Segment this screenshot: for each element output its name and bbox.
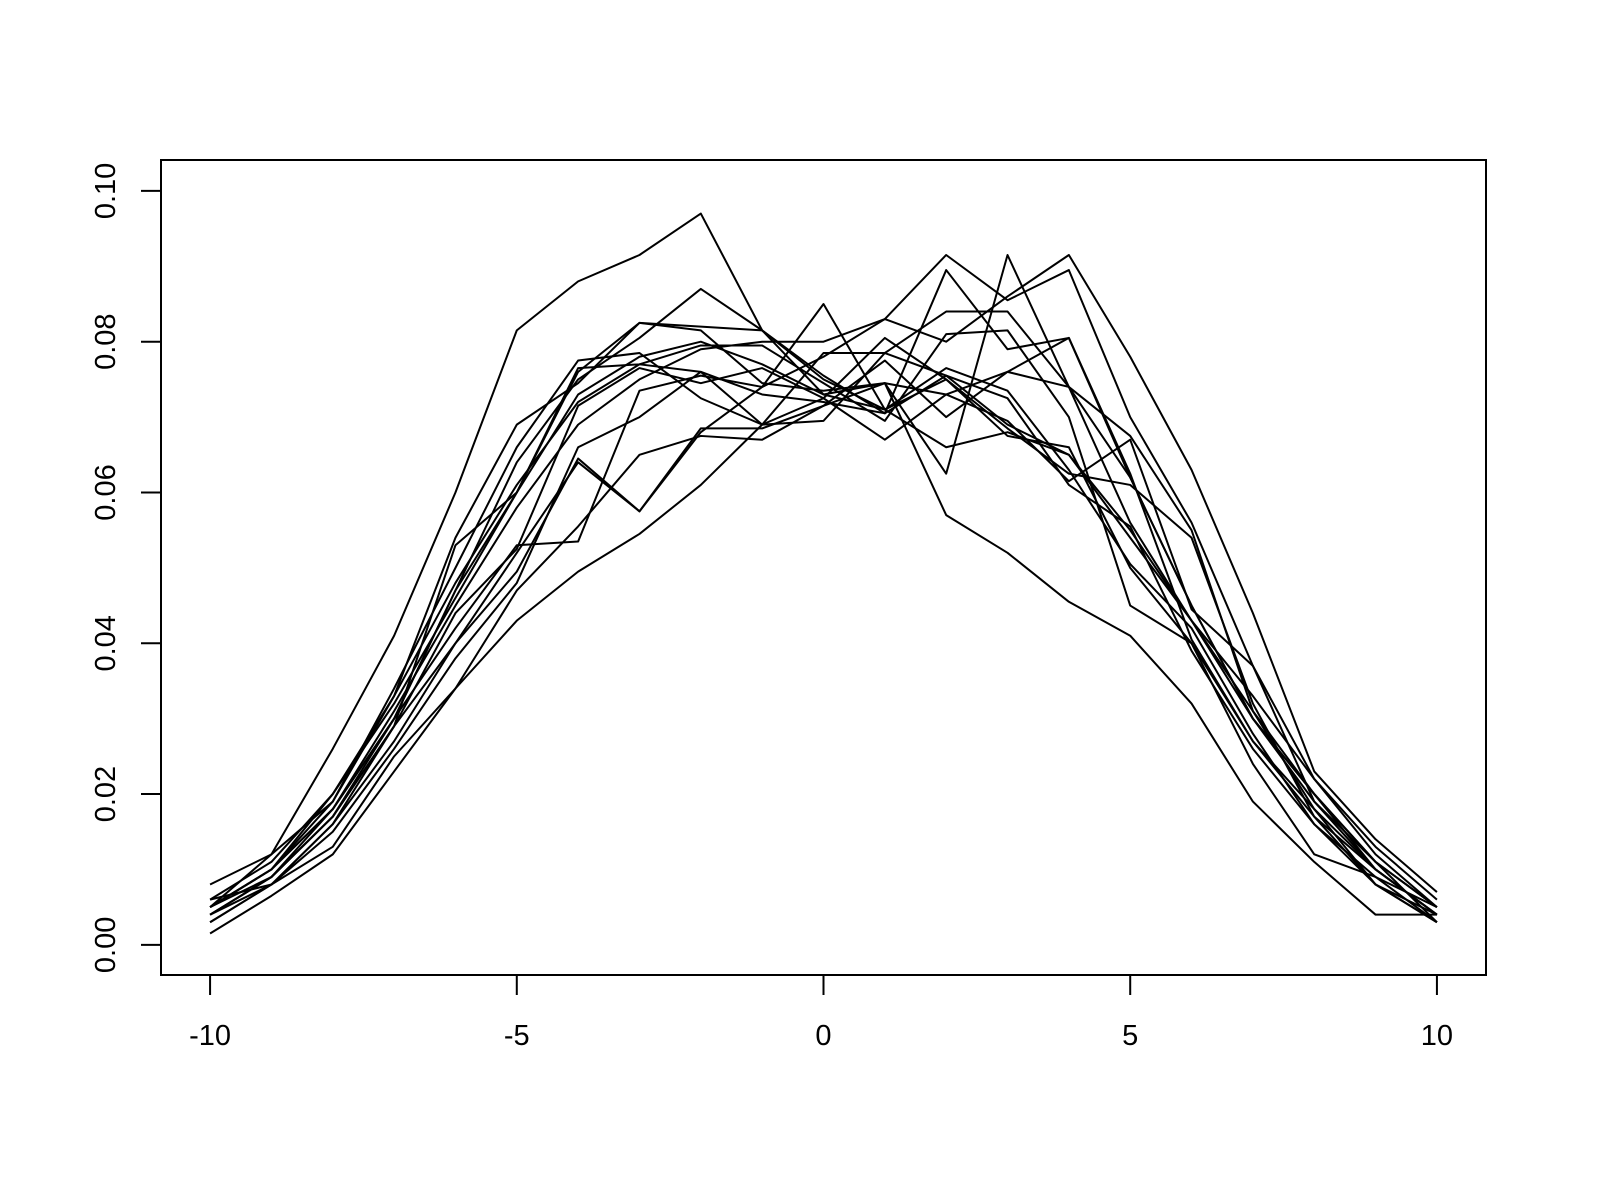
- series-line: [209, 269, 1438, 908]
- series-line: [209, 321, 1438, 924]
- y-tick-label: 0.06: [90, 464, 122, 520]
- series-line: [209, 340, 1437, 916]
- series-line: [209, 336, 1438, 924]
- series-line: [209, 212, 1438, 908]
- x-tick-label: -5: [504, 1020, 530, 1052]
- y-tick-label: 0.00: [90, 917, 122, 973]
- series-line: [209, 253, 1438, 924]
- plot-box: [160, 159, 1487, 976]
- series-line: [209, 352, 1438, 924]
- y-tick-label: 0.08: [90, 313, 122, 369]
- series-line: [209, 287, 1438, 916]
- x-tick-label: 5: [1122, 1020, 1138, 1052]
- y-tick-label: 0.02: [90, 766, 122, 822]
- series-line: [209, 329, 1438, 909]
- x-tick-label: 0: [815, 1020, 831, 1052]
- series-line: [209, 382, 1438, 923]
- y-tick-label: 0.04: [90, 615, 122, 671]
- y-tick-label: 0.10: [90, 163, 122, 219]
- series-line: [209, 303, 1438, 916]
- x-tick-label: -10: [189, 1020, 231, 1052]
- x-tick-label: 10: [1421, 1020, 1453, 1052]
- series-line: [209, 336, 1438, 916]
